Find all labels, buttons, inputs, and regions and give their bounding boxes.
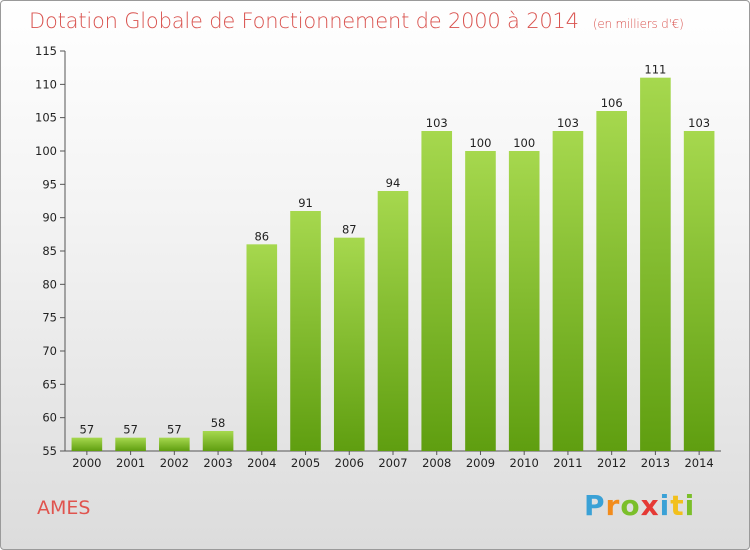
y-tick-label: 65	[42, 377, 57, 391]
x-tick-label: 2002	[160, 456, 189, 470]
x-tick-label: 2004	[247, 456, 276, 470]
bar-value-label: 57	[80, 423, 95, 437]
x-tick-label: 2010	[510, 456, 539, 470]
logo-letter: i	[684, 489, 696, 522]
y-tick-label: 60	[42, 411, 57, 425]
y-tick-label: 90	[42, 211, 57, 225]
x-tick-label: 2000	[72, 456, 101, 470]
bar	[552, 131, 584, 451]
bar-value-label: 91	[298, 196, 313, 210]
x-tick-label: 2014	[684, 456, 713, 470]
bar-value-label: 103	[688, 116, 710, 130]
x-tick-label: 2013	[641, 456, 670, 470]
y-tick-label: 85	[42, 244, 57, 258]
x-tick-label: 2001	[116, 456, 145, 470]
bar-value-label: 100	[469, 136, 491, 150]
bar	[115, 437, 146, 451]
x-tick-label: 2011	[553, 456, 582, 470]
proxiti-logo: Proxiti	[584, 489, 695, 522]
bar	[159, 437, 190, 451]
logo-letter: o	[620, 489, 641, 522]
bar-value-label: 87	[342, 223, 357, 237]
y-tick-label: 70	[42, 344, 57, 358]
bar-value-label: 103	[426, 116, 448, 130]
bar-value-label: 111	[644, 63, 666, 77]
y-tick-label: 95	[42, 177, 57, 191]
chart-title: Dotation Globale de Fonctionnement de 20…	[29, 9, 684, 33]
logo-letter: x	[640, 489, 660, 522]
logo-letter: r	[605, 489, 621, 522]
bar	[377, 191, 409, 451]
bar	[202, 431, 234, 451]
logo-letter: i	[659, 489, 671, 522]
x-tick-label: 2009	[466, 456, 495, 470]
bar-value-label: 57	[123, 423, 138, 437]
y-tick-label: 115	[35, 44, 57, 58]
bar	[246, 244, 278, 451]
bar	[421, 131, 453, 451]
x-tick-label: 2008	[422, 456, 451, 470]
x-tick-label: 2012	[597, 456, 626, 470]
title-text: Dotation Globale de Fonctionnement de 20…	[29, 9, 579, 33]
unit-label: (en milliers d'€)	[592, 17, 684, 31]
bar-value-label: 100	[513, 136, 535, 150]
x-tick-label: 2005	[291, 456, 320, 470]
y-tick-label: 100	[35, 144, 57, 158]
x-tick-label: 2007	[378, 456, 407, 470]
bar-value-label: 57	[167, 423, 182, 437]
bar	[333, 237, 365, 451]
y-tick-label: 75	[42, 311, 57, 325]
bar	[508, 151, 540, 451]
logo-letter: P	[584, 489, 606, 522]
bar-value-label: 106	[601, 96, 623, 110]
y-tick-label: 80	[42, 277, 57, 291]
bar-value-label: 103	[557, 116, 579, 130]
place-name: AMES	[37, 497, 91, 519]
x-tick-label: 2006	[335, 456, 364, 470]
bar	[290, 211, 321, 451]
bar-value-label: 58	[211, 416, 226, 430]
logo-letter: t	[670, 489, 685, 522]
x-tick-label: 2003	[203, 456, 232, 470]
y-tick-label: 55	[42, 444, 57, 458]
bar-value-label: 86	[254, 229, 269, 243]
bar	[640, 77, 671, 452]
bar-value-label: 94	[386, 176, 401, 190]
y-tick-label: 110	[35, 77, 57, 91]
bar	[465, 151, 496, 451]
bar	[71, 437, 103, 451]
y-tick-label: 105	[35, 111, 57, 125]
bar	[596, 111, 627, 451]
bar	[683, 131, 715, 451]
